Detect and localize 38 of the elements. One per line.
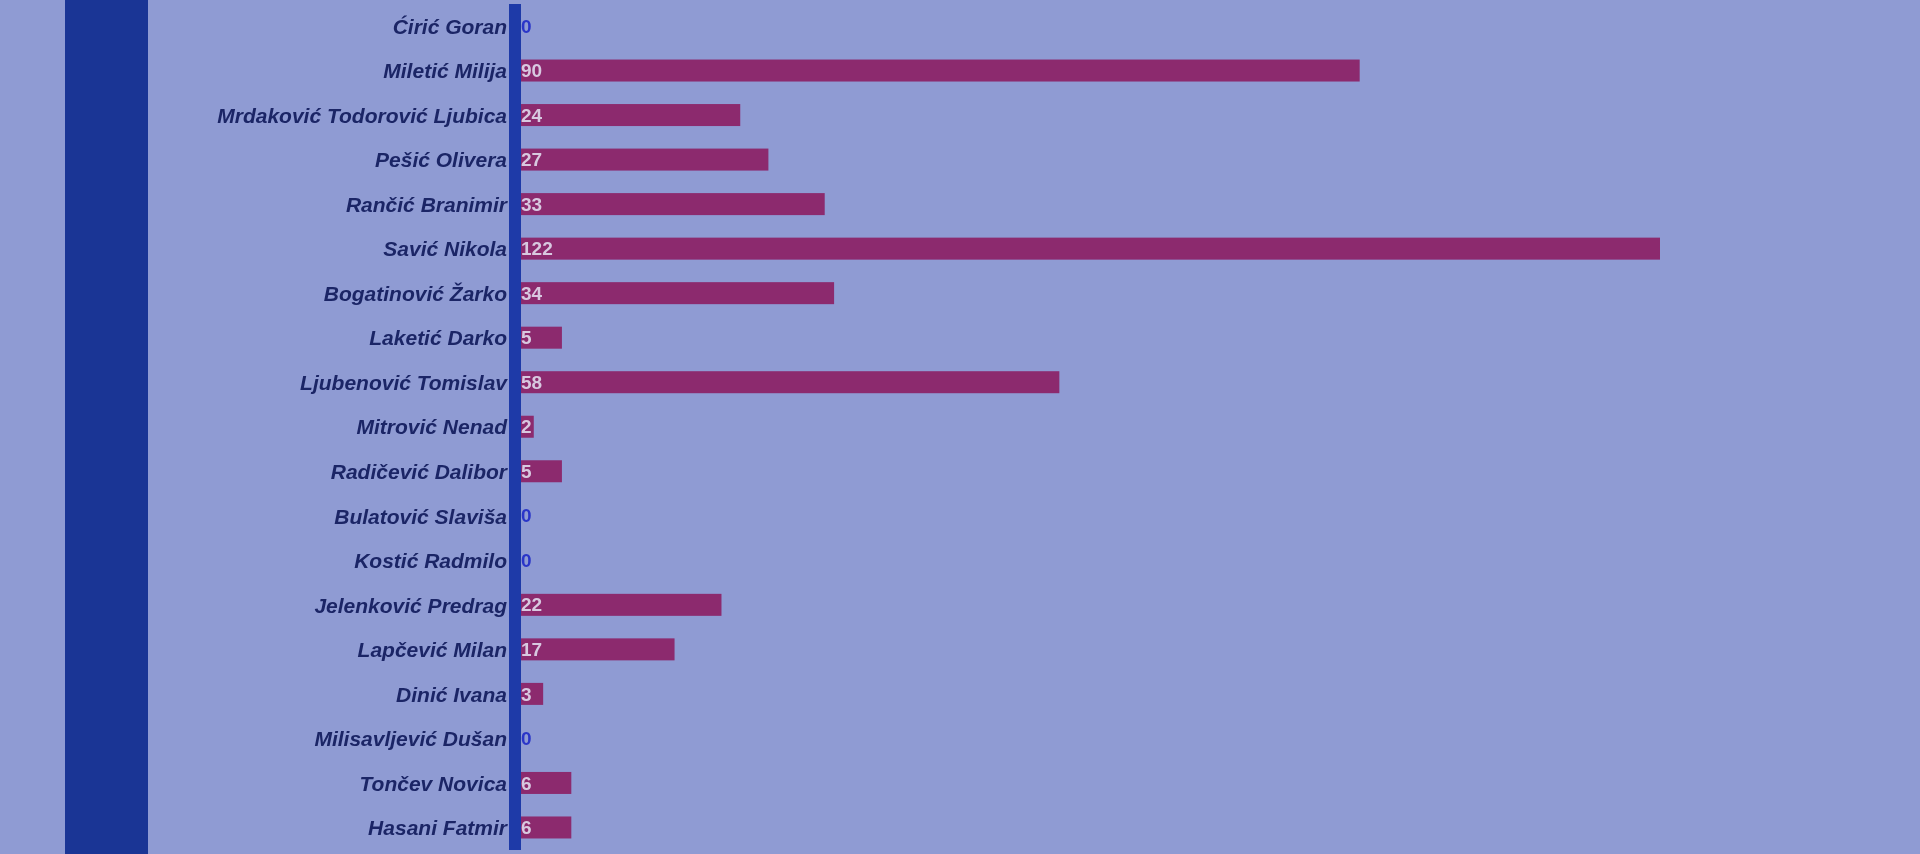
data-label: 5: [521, 460, 532, 482]
data-label: 24: [521, 104, 543, 126]
y-tick-label: Mitrović Nenad: [356, 415, 509, 439]
y-tick-label: Ćirić Goran: [392, 14, 507, 38]
y-tick-label: Bogatinović Žarko: [323, 281, 508, 305]
data-label: 3: [521, 683, 532, 705]
data-label: 58: [521, 371, 543, 393]
y-tick-label: Savić Nikola: [383, 237, 508, 261]
data-label: 34: [521, 282, 543, 304]
data-label: 6: [521, 772, 532, 794]
data-label: 90: [521, 60, 543, 82]
data-label: 17: [521, 639, 543, 661]
y-tick-label: Jelenković Predrag: [314, 593, 508, 617]
data-label: 22: [521, 594, 543, 616]
y-tick-label: Kostić Radmilo: [354, 549, 508, 573]
y-tick-label: Radičević Dalibor: [330, 459, 509, 483]
y-tick-label: Ljubenović Tomislav: [300, 370, 509, 394]
y-tick-label: Hasani Fatmir: [368, 816, 509, 840]
data-label: 0: [521, 505, 532, 527]
y-tick-label: Lapčević Milan: [357, 638, 507, 662]
y-tick-label: Rančić Branimir: [345, 192, 509, 216]
data-label: 0: [521, 549, 532, 571]
y-tick-label: Bulatović Slaviša: [334, 504, 508, 528]
y-tick-label: Mrdaković Todorović Ljubica: [217, 103, 508, 127]
data-label: 33: [521, 193, 543, 215]
data-label: 0: [521, 15, 532, 37]
y-tick-label: Tončev Novica: [359, 771, 508, 795]
y-tick-label: Milisavljević Dušan: [314, 727, 507, 751]
data-label: 2: [521, 416, 532, 438]
data-label: 6: [521, 817, 532, 839]
data-label: 0: [521, 728, 532, 750]
y-tick-label: Pešić Olivera: [375, 148, 508, 172]
data-label: 27: [521, 149, 543, 171]
data-label: 122: [521, 238, 553, 260]
y-tick-label: Laketić Darko: [369, 326, 508, 350]
data-label: 5: [521, 327, 532, 349]
y-tick-label: Dinić Ivana: [396, 682, 508, 706]
y-tick-label: Miletić Milija: [383, 59, 508, 83]
